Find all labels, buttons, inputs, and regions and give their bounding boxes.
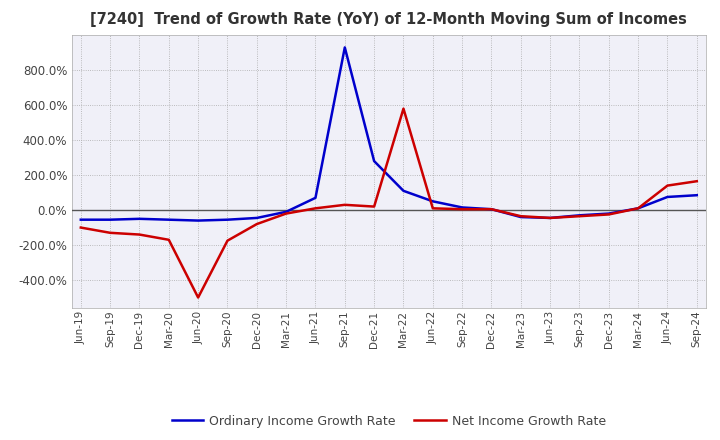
Ordinary Income Growth Rate: [663, 194, 672, 200]
Ordinary Income Growth Rate: [516, 214, 525, 220]
Line: Net Income Growth Rate: Net Income Growth Rate: [81, 109, 697, 297]
Net Income Growth Rate: [546, 215, 554, 220]
Ordinary Income Growth Rate: [341, 45, 349, 50]
Ordinary Income Growth Rate: [370, 158, 379, 164]
Ordinary Income Growth Rate: [693, 193, 701, 198]
Ordinary Income Growth Rate: [76, 217, 85, 222]
Net Income Growth Rate: [693, 179, 701, 184]
Net Income Growth Rate: [458, 206, 467, 212]
Ordinary Income Growth Rate: [487, 206, 496, 212]
Net Income Growth Rate: [311, 205, 320, 211]
Net Income Growth Rate: [341, 202, 349, 208]
Net Income Growth Rate: [428, 205, 437, 211]
Ordinary Income Growth Rate: [223, 217, 232, 222]
Ordinary Income Growth Rate: [253, 215, 261, 220]
Ordinary Income Growth Rate: [106, 217, 114, 222]
Net Income Growth Rate: [370, 204, 379, 209]
Ordinary Income Growth Rate: [575, 213, 584, 218]
Net Income Growth Rate: [282, 211, 290, 216]
Legend: Ordinary Income Growth Rate, Net Income Growth Rate: Ordinary Income Growth Rate, Net Income …: [166, 410, 611, 433]
Net Income Growth Rate: [223, 238, 232, 243]
Ordinary Income Growth Rate: [282, 209, 290, 214]
Ordinary Income Growth Rate: [634, 205, 642, 211]
Line: Ordinary Income Growth Rate: Ordinary Income Growth Rate: [81, 48, 697, 220]
Net Income Growth Rate: [194, 295, 202, 300]
Ordinary Income Growth Rate: [164, 217, 173, 222]
Net Income Growth Rate: [634, 205, 642, 211]
Net Income Growth Rate: [575, 213, 584, 219]
Ordinary Income Growth Rate: [428, 199, 437, 204]
Net Income Growth Rate: [135, 232, 144, 237]
Net Income Growth Rate: [487, 206, 496, 212]
Ordinary Income Growth Rate: [458, 205, 467, 210]
Ordinary Income Growth Rate: [546, 215, 554, 220]
Net Income Growth Rate: [663, 183, 672, 188]
Ordinary Income Growth Rate: [399, 188, 408, 194]
Net Income Growth Rate: [106, 230, 114, 235]
Ordinary Income Growth Rate: [135, 216, 144, 221]
Ordinary Income Growth Rate: [605, 211, 613, 216]
Net Income Growth Rate: [253, 221, 261, 227]
Net Income Growth Rate: [76, 225, 85, 230]
Net Income Growth Rate: [164, 237, 173, 242]
Ordinary Income Growth Rate: [194, 218, 202, 223]
Net Income Growth Rate: [605, 212, 613, 217]
Title: [7240]  Trend of Growth Rate (YoY) of 12-Month Moving Sum of Incomes: [7240] Trend of Growth Rate (YoY) of 12-…: [91, 12, 687, 27]
Net Income Growth Rate: [399, 106, 408, 111]
Net Income Growth Rate: [516, 213, 525, 219]
Ordinary Income Growth Rate: [311, 195, 320, 201]
